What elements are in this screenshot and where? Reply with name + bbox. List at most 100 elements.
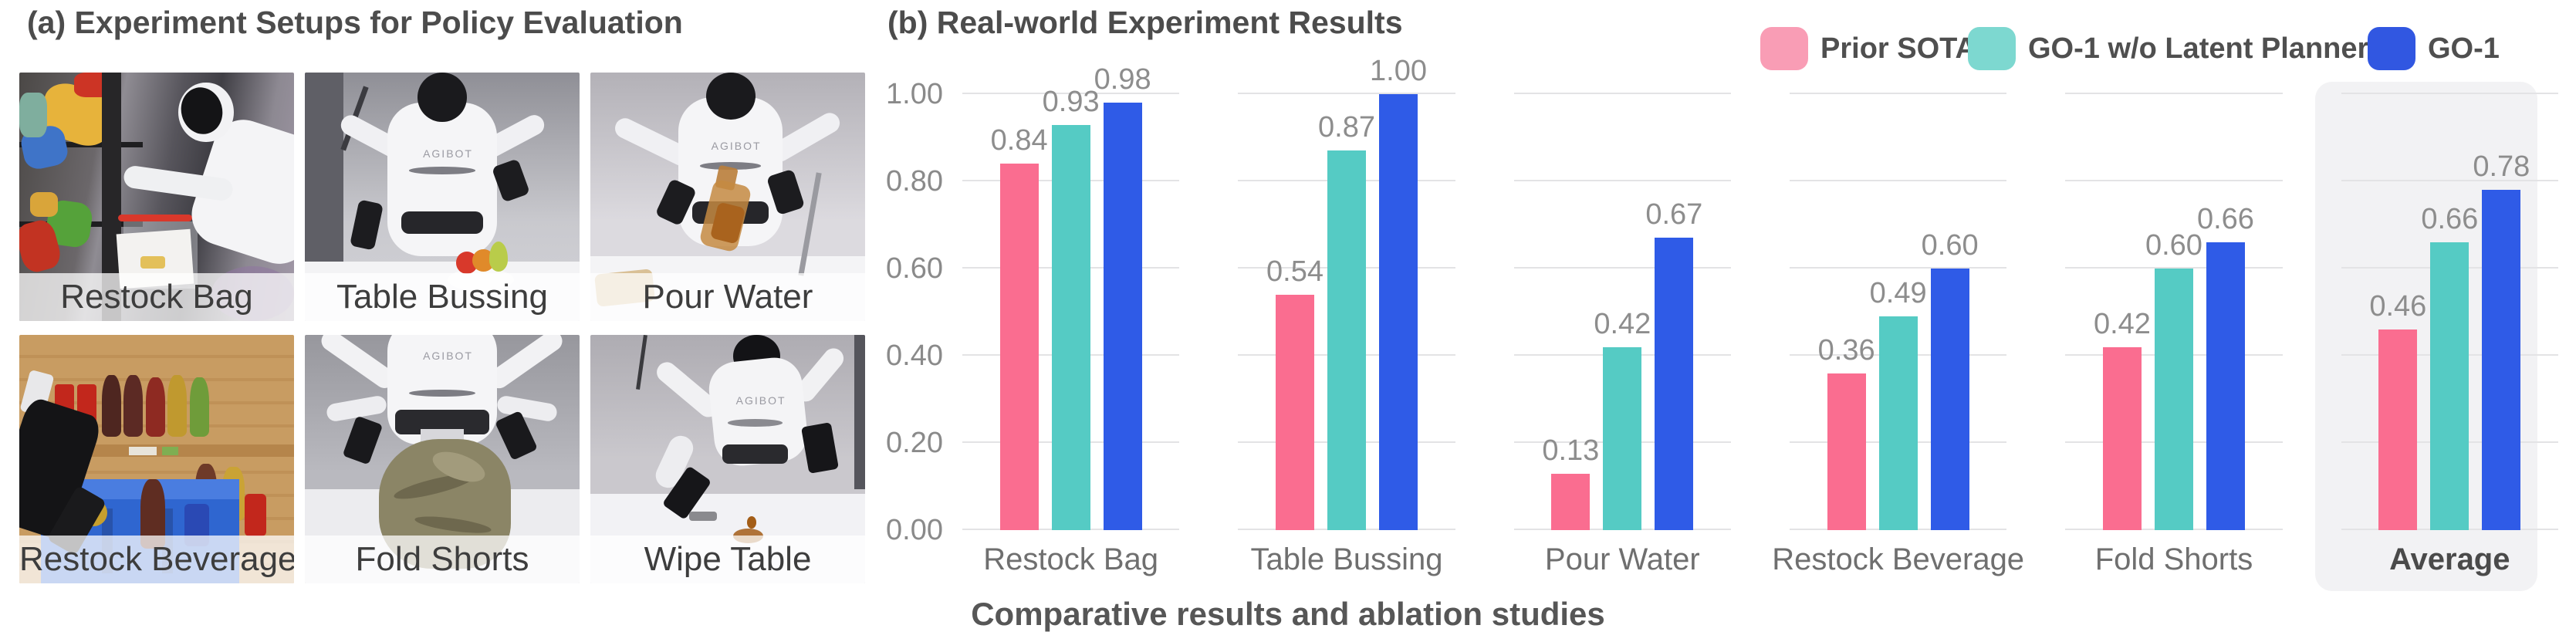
bar-column: 0.87 [1318, 94, 1375, 530]
bar-value-label: 0.67 [1645, 198, 1703, 231]
y-axis-ticks: 0.00 0.20 0.40 0.60 0.80 1.00 [849, 0, 943, 642]
bar-column: 1.00 [1370, 56, 1427, 530]
bottle [189, 377, 209, 437]
sponge [689, 511, 717, 522]
gridline [1789, 267, 2007, 269]
bar-column: 0.67 [1645, 94, 1702, 530]
gridline [1513, 267, 1731, 269]
y-tick-label: 1.00 [886, 78, 943, 110]
bar-column: 0.84 [991, 94, 1048, 530]
wall-edge [854, 335, 865, 489]
gridline [2065, 180, 2283, 181]
legend-item-prior-sota: Prior SOTA [1760, 26, 1976, 71]
category-label-restock-bag: Restock Bag [983, 542, 1159, 576]
bar-column: 0.54 [1266, 94, 1323, 530]
chart-group-restock-beverage: 0.36 0.49 0.60 Restock Beverage [1772, 93, 2024, 576]
bottle [123, 374, 144, 438]
gridline [1789, 180, 2007, 181]
robot-logo-text: AGIBOT [735, 394, 786, 407]
bar-value-label: 0.66 [2196, 203, 2254, 236]
photo-pour-water: AGIBOT Pour Water [590, 73, 865, 321]
category-label-pour-water: Pour Water [1544, 542, 1700, 576]
bar-column: 0.66 [2421, 94, 2478, 530]
bar-column: 0.42 [2094, 94, 2151, 530]
category-label-table-bussing: Table Bussing [1250, 542, 1443, 576]
cart-handle [118, 214, 193, 222]
price-tag [129, 446, 157, 456]
bottle [101, 374, 121, 438]
category-label-restock-beverage: Restock Beverage [1772, 542, 2025, 576]
photo-label: Pour Water [590, 273, 865, 321]
bar-value-label: 0.84 [990, 124, 1048, 157]
legend-swatch-go1-wo-latent-planner [1968, 27, 2016, 70]
bar-value-label: 0.60 [1921, 229, 1979, 262]
category-label-average: Average [2389, 542, 2510, 576]
bar-go-1-w-o-latent-planner-restock-bag [1051, 124, 1090, 530]
bar-column: 0.13 [1542, 94, 1599, 530]
bar-group: 0.54 0.87 1.00 [1238, 56, 1455, 530]
gridline [1513, 93, 1731, 94]
bar-value-label: 0.60 [2145, 229, 2202, 262]
bar-prior-sota-restock-bag [999, 164, 1039, 530]
bar-value-label: 0.54 [1266, 255, 1323, 288]
gridline [2341, 93, 2558, 94]
bar-value-label: 1.00 [1370, 55, 1427, 87]
robot-chest-line [409, 389, 475, 397]
bar-value-label: 0.42 [2093, 307, 2151, 340]
bar-value-label: 0.46 [2369, 290, 2427, 323]
bar-go-1-restock-bag [1103, 103, 1142, 530]
gridline [962, 93, 1180, 94]
robot-logo-text: AGIBOT [423, 350, 473, 363]
box-item [140, 256, 165, 269]
bar-go-1-pour-water [1655, 238, 1694, 530]
gripper [342, 416, 383, 465]
robot-head [705, 73, 756, 120]
legend-item-go1: GO-1 [2368, 26, 2500, 71]
bar-value-label: 0.98 [1094, 63, 1151, 96]
panel-b-title: (b) Real-world Experiment Results [887, 5, 1403, 40]
bar-chart-plot: 0.84 0.93 0.98 Restock Bag 0.54 0.87 1.00 Table… [962, 56, 2558, 576]
robot-chest-line [409, 167, 475, 175]
bar-value-label: 0.36 [1817, 333, 1875, 367]
bar-value-label: 0.13 [1542, 434, 1600, 467]
bar-prior-sota-average [2378, 329, 2418, 530]
bottle [167, 374, 188, 438]
robot-logo-text: AGIBOT [423, 147, 473, 160]
chart-group-fold-shorts: 0.42 0.60 0.66 Fold Shorts [2065, 93, 2283, 576]
chart-group-average: 0.46 0.66 0.78 Average [2341, 93, 2558, 576]
bar-column: 0.93 [1043, 86, 1100, 530]
robot-chest-line [728, 419, 783, 427]
bar-go-1-average [2482, 190, 2521, 530]
bar-go-1-w-o-latent-planner-average [2430, 242, 2470, 530]
y-tick-label: 0.40 [886, 340, 943, 372]
bar-group: 0.42 0.60 0.66 [2065, 94, 2282, 530]
category-label-fold-shorts: Fold Shorts [2094, 542, 2253, 576]
legend-label-go1: GO-1 [2428, 32, 2500, 65]
bar-go-1-w-o-latent-planner-pour-water [1603, 346, 1642, 530]
gridline [2065, 267, 2283, 269]
bar-value-label: 0.87 [1318, 111, 1375, 144]
legend-swatch-go1 [2368, 27, 2415, 70]
robot-logo-text: AGIBOT [711, 139, 762, 152]
bar-column: 0.49 [1870, 94, 1927, 530]
robot-waist [401, 211, 484, 235]
robot-head [417, 73, 468, 123]
chart-group-restock-bag: 0.84 0.93 0.98 Restock Bag [962, 64, 1180, 576]
legend-item-go1-wo-latent-planner: GO-1 w/o Latent Planner [1968, 26, 2368, 71]
bar-group: 0.84 0.93 0.98 [962, 64, 1179, 530]
robot-chest-line [700, 161, 761, 170]
snack-bag [19, 92, 47, 137]
snack-bag [30, 191, 58, 217]
photo-label: Restock Beverage [19, 536, 294, 583]
gripper [800, 421, 839, 475]
bar-column: 0.36 [1818, 94, 1875, 530]
gripper [350, 199, 384, 252]
photo-fold-shorts: AGIBOT Fold Shorts [305, 335, 580, 583]
y-tick-label: 0.00 [886, 514, 943, 546]
stain-drop [746, 516, 757, 529]
chart-group-table-bussing: 0.54 0.87 1.00 Table Bussing [1238, 56, 1455, 576]
bar-prior-sota-fold-shorts [2102, 346, 2142, 530]
bar-go-1-fold-shorts [2206, 242, 2245, 530]
bar-group: 0.36 0.49 0.60 [1790, 94, 2006, 530]
bar-go-1-w-o-latent-planner-restock-beverage [1878, 316, 1918, 530]
